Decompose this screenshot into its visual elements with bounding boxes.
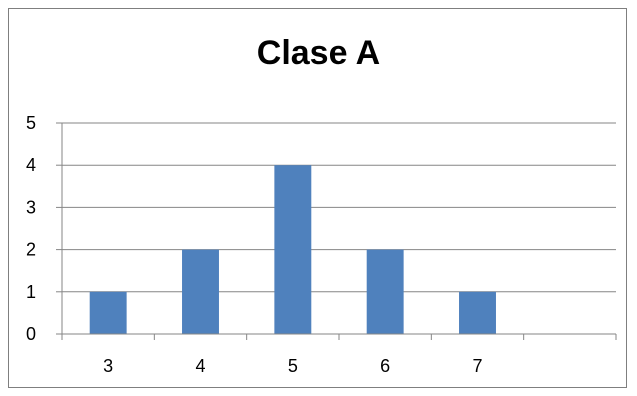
- x-tick-label: 4: [195, 356, 205, 376]
- y-tick-label: 2: [26, 240, 36, 260]
- x-tick-label: 3: [103, 356, 113, 376]
- tick-labels: 0 1 2 3 4 5 3 4 5 6 7: [26, 113, 483, 376]
- axes: [56, 122, 617, 340]
- y-tick-label: 3: [26, 197, 36, 217]
- x-tick-label: 5: [288, 356, 298, 376]
- bar-4: [182, 249, 219, 334]
- bars: [89, 165, 496, 334]
- bar-3: [89, 291, 127, 334]
- y-tick-label: 4: [26, 155, 36, 175]
- bar-7: [459, 291, 496, 334]
- bar-6: [366, 249, 404, 334]
- x-tick-label: 7: [472, 356, 482, 376]
- y-tick-label: 5: [26, 113, 36, 133]
- y-tick-label: 0: [26, 324, 36, 344]
- y-tick-label: 1: [26, 282, 36, 302]
- gridlines: [62, 122, 616, 293]
- chart-title: Clase A: [256, 34, 381, 72]
- bar-5: [274, 165, 312, 334]
- x-tick-label: 6: [380, 356, 390, 376]
